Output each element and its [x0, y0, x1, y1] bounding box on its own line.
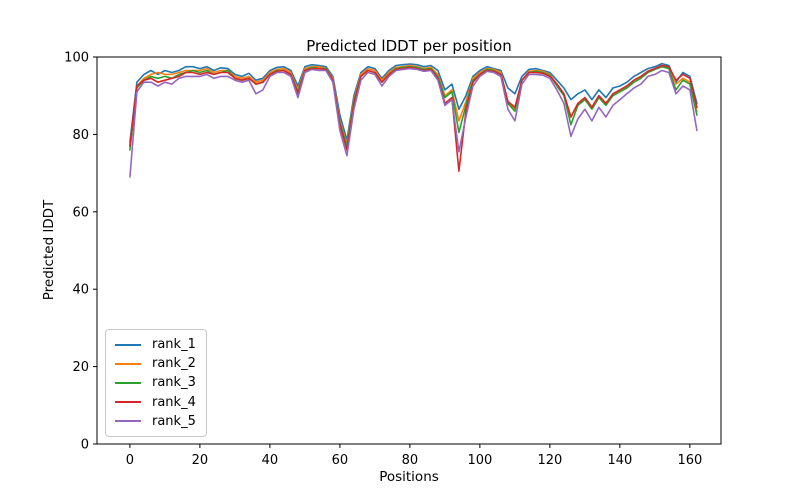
y-tick-label: 80 — [72, 128, 89, 143]
legend-label: rank_5 — [152, 413, 196, 429]
series-line-rank_4 — [129, 64, 698, 172]
x-tick-label: 140 — [607, 453, 632, 468]
x-tick-label: 40 — [262, 453, 279, 468]
legend-item-rank_1: rank_1 — [115, 337, 197, 352]
y-tick-label: 40 — [72, 283, 89, 298]
legend-label: rank_1 — [152, 337, 196, 353]
x-tick-label: 0 — [126, 453, 134, 468]
y-tick-label: 0 — [81, 438, 89, 453]
y-tick-label: 20 — [72, 360, 89, 375]
legend: rank_1 rank_2 rank_3 rank_4 rank_5 — [105, 329, 207, 437]
x-axis-label: Positions — [379, 469, 439, 485]
axes-frame — [96, 56, 722, 445]
x-tick-label: 80 — [402, 453, 419, 468]
series-line-rank_3 — [129, 65, 698, 151]
series-line-rank_1 — [129, 62, 698, 143]
legend-line-sample — [115, 420, 141, 423]
legend-item-rank_2: rank_2 — [115, 356, 197, 371]
legend-item-rank_3: rank_3 — [115, 375, 197, 390]
x-tick-label: 100 — [467, 453, 492, 468]
x-tick-label: 20 — [192, 453, 209, 468]
y-tick-label: 60 — [72, 205, 89, 220]
y-tick-label: 100 — [64, 51, 89, 66]
y-axis-label: Predicted lDDT — [41, 199, 57, 301]
legend-item-rank_5: rank_5 — [115, 414, 197, 429]
legend-line-sample — [115, 401, 141, 404]
legend-label: rank_2 — [152, 356, 196, 372]
chart-title: Predicted lDDT per position — [306, 37, 512, 55]
x-tick-label: 60 — [332, 453, 349, 468]
legend-label: rank_4 — [152, 394, 196, 410]
x-tick-label: 160 — [677, 453, 702, 468]
legend-label: rank_3 — [152, 375, 196, 391]
legend-line-sample — [115, 381, 141, 384]
legend-line-sample — [115, 343, 141, 346]
legend-line-sample — [115, 362, 141, 365]
series-line-rank_5 — [129, 67, 698, 178]
legend-item-rank_4: rank_4 — [115, 395, 197, 410]
x-tick-label: 120 — [537, 453, 562, 468]
